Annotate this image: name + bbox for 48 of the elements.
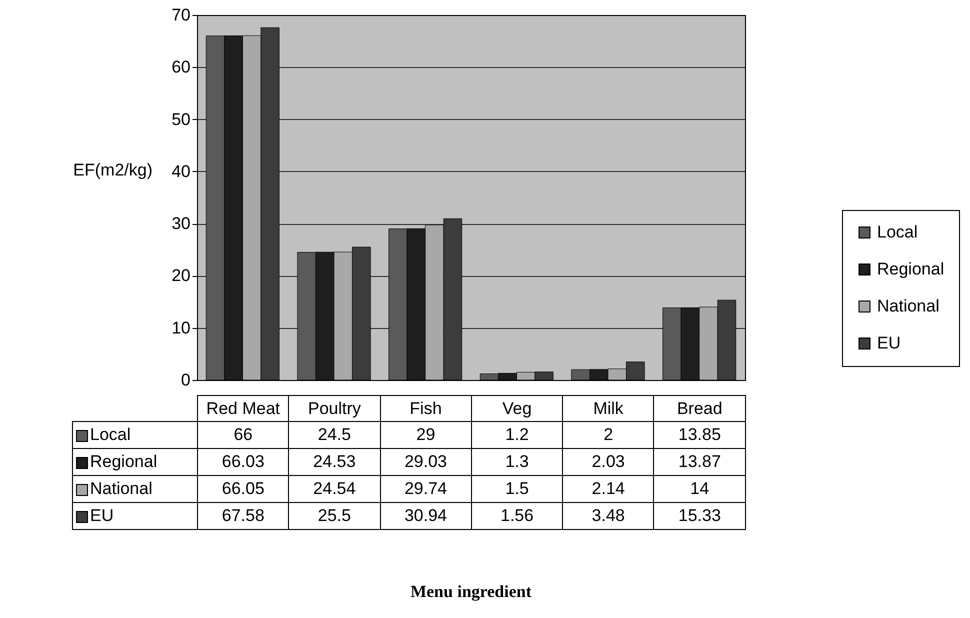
data-label: 30.94 <box>380 502 472 530</box>
data-label: 66.05 <box>198 476 289 502</box>
text: Local <box>877 222 918 242</box>
data-label: 1.56 <box>471 502 563 530</box>
data-label: 24.53 <box>288 448 380 476</box>
data-label: 1.2 <box>471 422 563 448</box>
legend-label: National <box>72 476 198 502</box>
y-tick-label: 10 <box>172 318 190 338</box>
y-tick-label: 60 <box>172 58 190 77</box>
y-tick-label: 70 <box>172 6 190 24</box>
data-label: 29.03 <box>380 448 472 476</box>
y-axis-title: EF(m2/kg) <box>73 160 152 180</box>
data-label: 67.58 <box>198 502 289 530</box>
data-label: 13.85 <box>654 422 746 448</box>
data-label: 24.5 <box>288 422 380 448</box>
text: EU <box>90 506 114 525</box>
x-tick-label: Milk <box>562 396 654 422</box>
data-label: 1.5 <box>471 476 563 502</box>
legend-label: Regional <box>72 448 198 476</box>
data-label: 13.87 <box>654 448 746 476</box>
data-label: 66.03 <box>198 448 289 476</box>
data-label: 66 <box>198 422 289 448</box>
text: Regional <box>877 260 944 278</box>
data-label: 29.74 <box>380 476 472 502</box>
legend-label: Local <box>72 422 198 448</box>
data-label: 29 <box>380 422 472 448</box>
data-label: 2.03 <box>562 448 654 476</box>
y-tick-label: 50 <box>172 110 190 129</box>
x-tick-label: Poultry <box>288 396 380 422</box>
data-label: 1.3 <box>471 448 563 476</box>
x-tick-label: Veg <box>471 396 563 422</box>
x-tick-label: Fish <box>380 396 472 422</box>
legend-label: EU <box>877 334 901 352</box>
data-label: 3.48 <box>562 502 654 530</box>
text: Menu ingredient <box>409 582 533 602</box>
y-tick-label: 0 <box>181 370 190 390</box>
x-tick-label: Bread <box>654 396 746 422</box>
y-tick-label: 40 <box>172 162 190 181</box>
y-tick-label: 30 <box>172 214 190 234</box>
data-label: 14 <box>654 476 746 502</box>
data-label: 24.54 <box>288 476 380 502</box>
data-label: 25.5 <box>288 502 380 530</box>
data-label: 2.14 <box>562 476 654 502</box>
data-label: 15.33 <box>654 502 746 530</box>
data-label: 2 <box>562 422 654 448</box>
y-tick-label: 20 <box>172 266 190 286</box>
x-tick-label: Red Meat <box>198 396 289 422</box>
text: National <box>877 296 940 316</box>
